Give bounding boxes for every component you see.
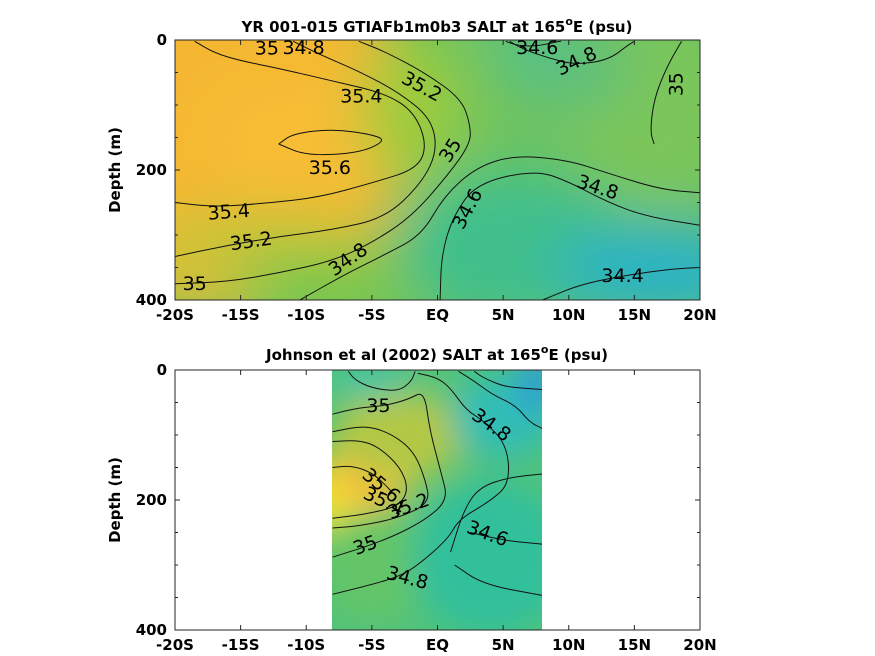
top-contour-line	[175, 40, 425, 207]
bottom-ticks: -20S -15S -10S -5S EQ 5N 10N 15N 20N 0 200 400	[136, 361, 717, 654]
bottom-color-blob	[518, 370, 542, 413]
top-color-blob	[358, 40, 464, 180]
top-ytick-label: 0	[157, 31, 167, 49]
bottom-contour-line	[332, 372, 510, 595]
top-xtick-label: 5N	[492, 306, 515, 324]
bottom-contour-line	[454, 564, 542, 596]
top-contour-label: 34.8	[282, 37, 324, 59]
top-contour-line	[278, 129, 383, 156]
bottom-xtick-label: -20S	[156, 636, 194, 654]
bottom-color-blob	[450, 373, 542, 458]
top-contour-label: 34.6	[516, 37, 558, 59]
bottom-xtick-label: -10S	[287, 636, 325, 654]
bottom-xtick-label: 15N	[618, 636, 651, 654]
top-xtick-label: -5S	[358, 306, 385, 324]
bottom-contour-line	[347, 370, 416, 391]
bottom-contour-label: 35	[366, 395, 390, 417]
top-contour-lines	[175, 40, 700, 300]
bottom-color-blobs	[332, 370, 542, 630]
top-contour-line	[439, 172, 700, 300]
top-color-blobs	[175, 40, 700, 300]
bottom-title: Johnson et al (2002) SALT at 165oE (psu)	[265, 343, 608, 364]
bottom-contour-line	[332, 465, 396, 497]
bottom-panel: Johnson et al (2002) SALT at 165oE (psu)…	[106, 343, 717, 654]
top-contour-line	[505, 40, 561, 47]
bottom-ylabel: Depth (m)	[106, 457, 124, 543]
top-title: YR 001-015 GTIAFb1m0b3 SALT at 165oE (ps…	[241, 15, 633, 36]
bottom-color-blob	[332, 389, 464, 481]
top-contour-line	[299, 156, 700, 300]
top-contour-label: 35	[255, 37, 279, 59]
bottom-ytick-label: 200	[136, 491, 167, 509]
top-xtick-label: -20S	[156, 306, 194, 324]
bottom-xtick-label: -5S	[358, 636, 385, 654]
top-ytick-label: 400	[136, 291, 167, 309]
top-xtick-label: 10N	[552, 306, 585, 324]
bottom-contour-line	[332, 426, 429, 529]
top-contour-line	[175, 40, 436, 257]
bottom-xtick-label: 5N	[492, 636, 515, 654]
bottom-ytick-label: 0	[157, 361, 167, 379]
bottom-contour-line	[450, 473, 542, 553]
top-contour-label: 35.6	[309, 157, 351, 179]
top-xtick-label: EQ	[426, 306, 449, 324]
bottom-xtick-label: EQ	[426, 636, 449, 654]
top-contour-line	[175, 40, 471, 285]
bottom-xtick-label: 10N	[552, 636, 585, 654]
bottom-xtick-label: 20N	[683, 636, 716, 654]
bottom-contour-lines	[332, 370, 542, 596]
bottom-color-blob	[411, 480, 542, 630]
top-contour-label: 35.4	[207, 200, 251, 225]
bottom-xtick-label: -15S	[222, 636, 260, 654]
top-color-blob	[555, 222, 700, 300]
top-ticks: -20S -15S -10S -5S EQ 5N 10N 15N 20N 0 200 400	[136, 31, 717, 324]
bottom-contour-line	[458, 370, 542, 429]
top-xtick-label: -10S	[287, 306, 325, 324]
top-ylabel: Depth (m)	[106, 127, 124, 213]
bottom-contour-line	[470, 532, 542, 545]
top-xtick-label: 20N	[683, 306, 716, 324]
top-contour-label: 34.4	[601, 265, 643, 287]
bottom-contour-line	[332, 440, 407, 519]
top-contour-line	[542, 267, 700, 300]
bottom-contour-line	[474, 370, 542, 390]
top-contour-label: 35	[665, 72, 687, 96]
bottom-field	[332, 370, 542, 630]
bottom-ytick-label: 400	[136, 621, 167, 639]
top-contour-label: 35.4	[340, 86, 382, 108]
top-color-blob	[227, 248, 438, 300]
top-xtick-label: 15N	[618, 306, 651, 324]
bottom-contour-line	[332, 393, 446, 558]
top-contour-line	[650, 41, 683, 145]
top-panel: YR 001-015 GTIAFb1m0b3 SALT at 165oE (ps…	[106, 15, 717, 324]
top-field	[175, 40, 700, 300]
top-xtick-label: -15S	[222, 306, 260, 324]
top-color-blob	[503, 40, 635, 112]
top-contour-label: 35	[183, 273, 207, 295]
bottom-color-blob	[332, 509, 425, 621]
top-ytick-label: 200	[136, 161, 167, 179]
